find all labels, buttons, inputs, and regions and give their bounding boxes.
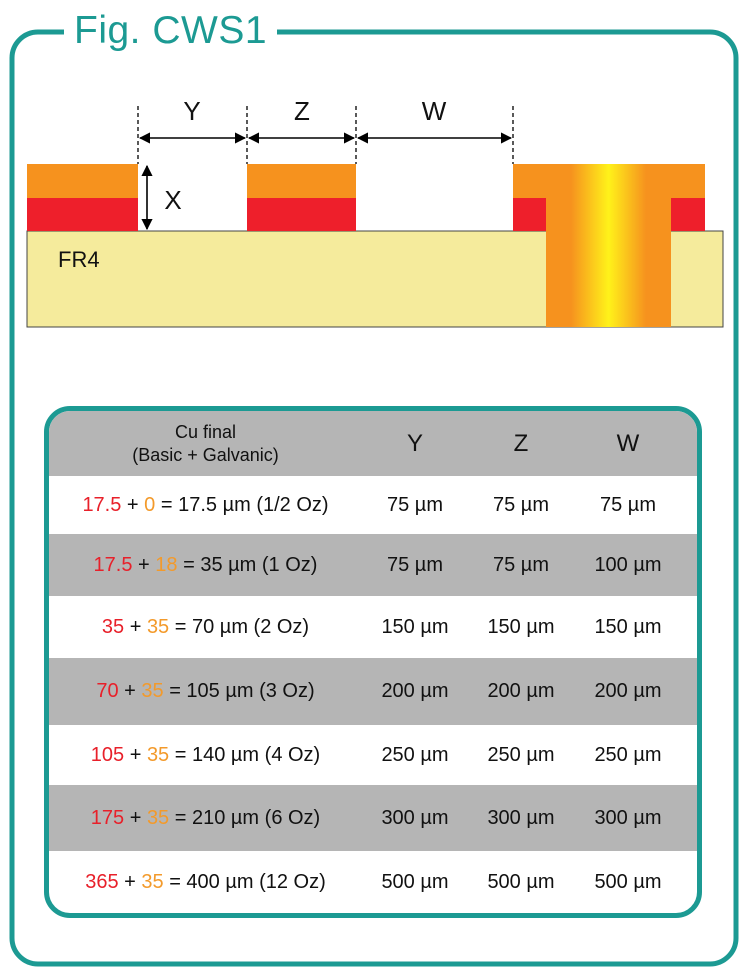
header-z: Z <box>513 429 529 457</box>
basic-value: 17.5 <box>93 553 133 576</box>
galvanic-value: 35 <box>146 743 170 766</box>
w-value: 75 µm <box>600 493 656 516</box>
table-header-row: Cu final (Basic + Galvanic) Y Z W <box>49 411 697 476</box>
cu-final-cell: 365 + 35 = 400 µm (12 Oz) <box>85 870 326 893</box>
total-value: = 210 µm (6 Oz) <box>174 806 321 829</box>
z-value: 75 µm <box>493 553 549 576</box>
galvanic-value: 35 <box>146 615 170 638</box>
w-value: 100 µm <box>594 553 662 576</box>
dim-label-x: X <box>164 185 181 215</box>
dim-label-z: Z <box>294 96 310 126</box>
y-value: 75 µm <box>387 553 443 576</box>
cu-final-cell: 105 + 35 = 140 µm (4 Oz) <box>90 743 321 766</box>
z-value: 150 µm <box>487 615 555 638</box>
header-w: W <box>616 429 640 457</box>
y-value: 500 µm <box>381 870 449 893</box>
cu-final-cell: 70 + 35 = 105 µm (3 Oz) <box>96 680 315 702</box>
trace-2-basic-layer <box>247 198 356 231</box>
total-value: = 400 µm (12 Oz) <box>169 870 326 893</box>
trace-2-galvanic-layer <box>247 164 356 198</box>
table-row: 70 + 35 = 105 µm (3 Oz) 200 µm 200 µm 20… <box>49 658 697 725</box>
via-pad-basic-left <box>513 198 546 231</box>
w-value: 250 µm <box>594 743 662 766</box>
table-row: 365 + 35 = 400 µm (12 Oz) 500 µm 500 µm … <box>49 851 697 913</box>
galvanic-value: 0 <box>144 493 156 516</box>
z-value: 500 µm <box>487 870 555 893</box>
basic-value: 105 <box>90 743 125 766</box>
z-value: 300 µm <box>487 806 555 829</box>
header-cu-final-line1: Cu final <box>174 421 237 442</box>
total-value: = 105 µm (3 Oz) <box>169 680 315 702</box>
z-value: 75 µm <box>493 493 549 516</box>
fr4-label: FR4 <box>58 247 100 272</box>
w-value: 150 µm <box>594 615 662 638</box>
dim-label-w: W <box>422 96 447 126</box>
trace-1-galvanic-layer <box>27 164 138 198</box>
galvanic-value: 35 <box>141 680 164 702</box>
cu-final-cell: 175 + 35 = 210 µm (6 Oz) <box>90 806 321 829</box>
y-value: 75 µm <box>387 493 443 516</box>
figure-title: Fig. CWS1 <box>64 6 278 56</box>
total-value: = 140 µm (4 Oz) <box>174 743 321 766</box>
galvanic-value: 35 <box>146 806 170 829</box>
y-value: 300 µm <box>381 806 449 829</box>
total-value: = 70 µm (2 Oz) <box>174 615 310 638</box>
galvanic-value: 18 <box>155 553 178 576</box>
table-row: 17.5 + 0 = 17.5 µm (1/2 Oz) 75 µm 75 µm … <box>49 476 697 534</box>
header-cu-final-line2: (Basic + Galvanic) <box>132 444 279 465</box>
table-row: 35 + 35 = 70 µm (2 Oz) 150 µm 150 µm 150… <box>49 596 697 658</box>
trace-1-basic-layer <box>27 198 138 231</box>
basic-value: 365 <box>85 870 119 893</box>
header-y: Y <box>406 429 423 457</box>
via-barrel <box>546 164 671 327</box>
total-value: = 17.5 µm (1/2 Oz) <box>160 493 329 516</box>
w-value: 500 µm <box>594 870 662 893</box>
cu-final-cell: 17.5 + 0 = 17.5 µm (1/2 Oz) <box>82 493 329 516</box>
total-value: = 35 µm (1 Oz) <box>183 553 318 576</box>
dim-label-y: Y <box>183 96 200 126</box>
galvanic-value: 35 <box>141 870 164 893</box>
z-value: 200 µm <box>487 680 555 702</box>
table-row: 17.5 + 18 = 35 µm (1 Oz) 75 µm 75 µm 100… <box>49 534 697 596</box>
spacing-table: Cu final (Basic + Galvanic) Y Z W 17.5 +… <box>44 406 702 918</box>
basic-value: 35 <box>101 615 125 638</box>
table-row: 105 + 35 = 140 µm (4 Oz) 250 µm 250 µm 2… <box>49 725 697 785</box>
cu-final-cell: 35 + 35 = 70 µm (2 Oz) <box>101 615 310 638</box>
pcb-cross-section-diagram: FR4 Y Z W X <box>26 96 724 328</box>
y-value: 250 µm <box>381 743 449 766</box>
basic-value: 70 <box>96 680 119 702</box>
table-row: 175 + 35 = 210 µm (6 Oz) 300 µm 300 µm 3… <box>49 785 697 851</box>
y-value: 200 µm <box>381 680 449 702</box>
basic-value: 17.5 <box>82 493 122 516</box>
cu-final-cell: 17.5 + 18 = 35 µm (1 Oz) <box>93 553 318 576</box>
dimension-guides <box>137 106 514 164</box>
basic-value: 175 <box>90 806 125 829</box>
z-value: 250 µm <box>487 743 555 766</box>
y-value: 150 µm <box>381 615 449 638</box>
header-cu-final: Cu final (Basic + Galvanic) <box>49 421 362 467</box>
w-value: 200 µm <box>594 680 662 702</box>
via-pad-basic-right <box>671 198 705 231</box>
w-value: 300 µm <box>594 806 662 829</box>
